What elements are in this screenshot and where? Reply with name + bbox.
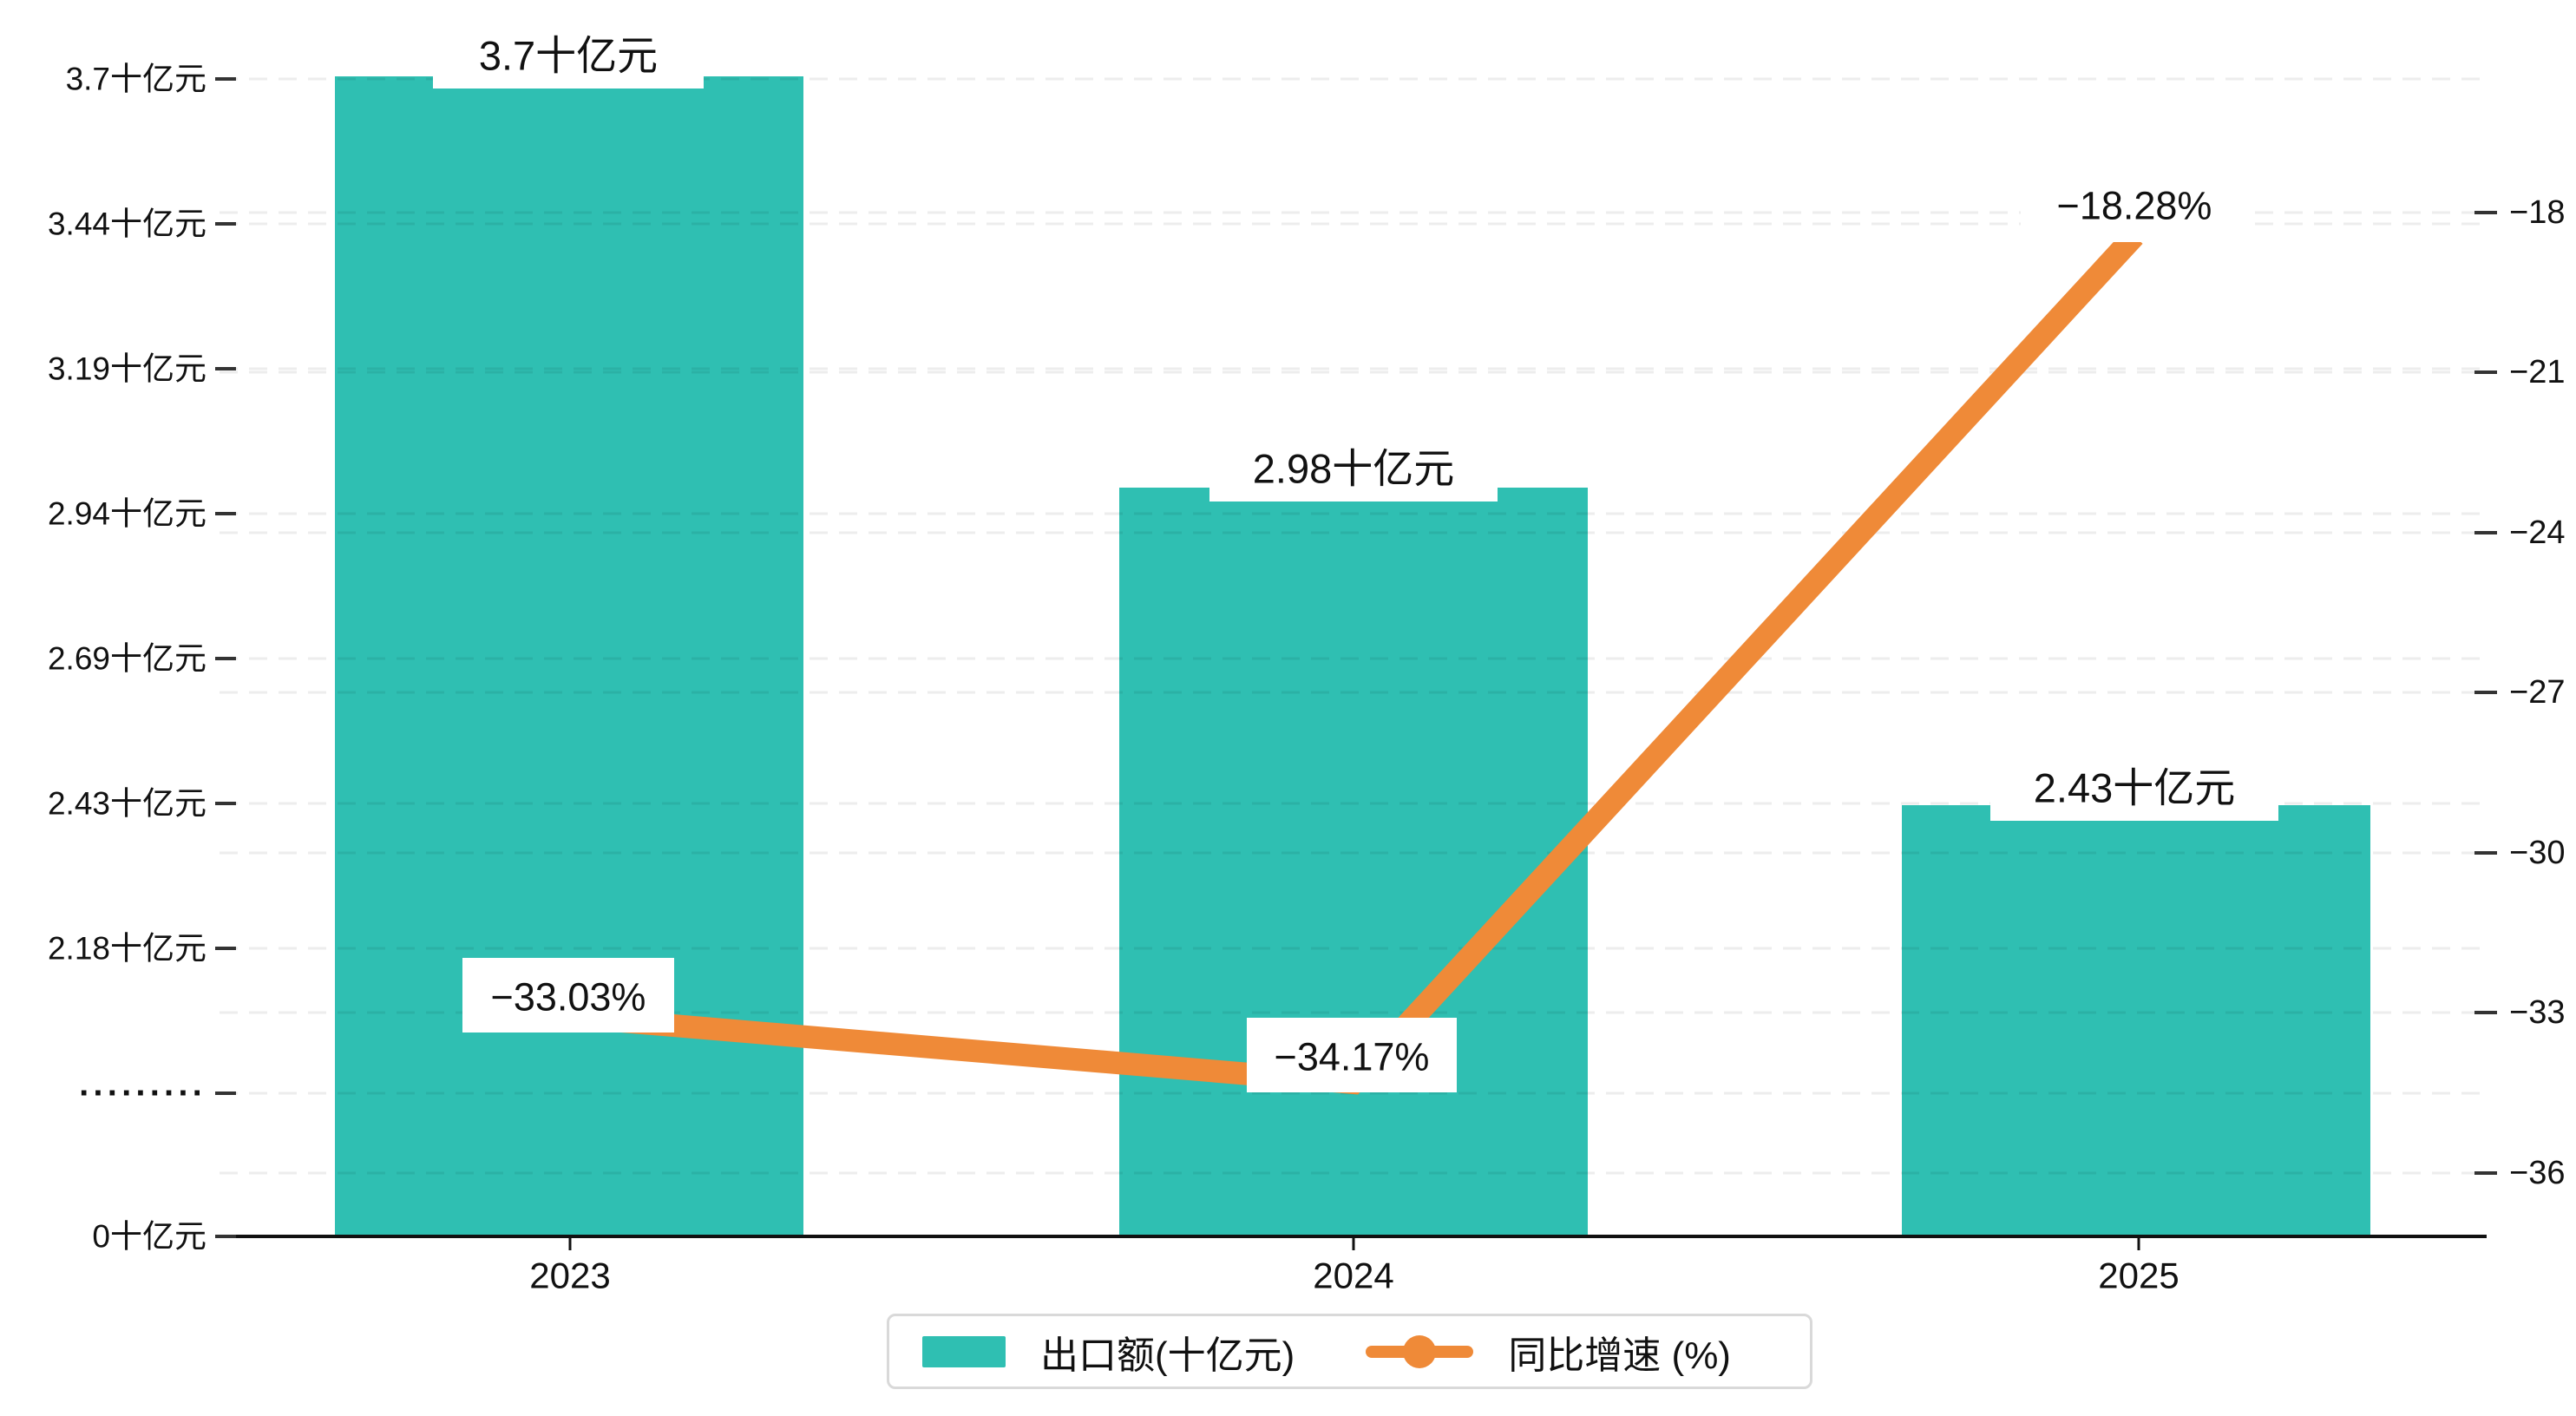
bar-2023[interactable] — [335, 76, 803, 1236]
left-axis-label: ········· — [79, 1074, 206, 1112]
right-axis-label: −30 — [2509, 835, 2565, 871]
bar-value-label: 2.98十亿元 — [1253, 446, 1454, 492]
left-axis-label: 0十亿元 — [92, 1219, 206, 1255]
legend-item-export-value[interactable]: 出口额(十亿元) — [922, 1324, 1295, 1380]
line-point-label-bg — [462, 958, 674, 1032]
x-axis-label-2024: 2024 — [1313, 1255, 1393, 1296]
legend: 出口额(十亿元) 同比增速 (%) — [887, 1314, 1812, 1389]
right-axis-label: −21 — [2509, 354, 2565, 390]
bar-value-label-bg — [433, 19, 704, 88]
left-axis-label: 3.44十亿元 — [48, 206, 206, 242]
legend-label-export-value: 出口额(十亿元) — [1040, 1334, 1295, 1377]
right-axis-label: −24 — [2509, 515, 2565, 551]
legend-label-yoy-growth: 同比增速 (%) — [1508, 1334, 1731, 1377]
left-axis-label: 3.19十亿元 — [48, 351, 206, 387]
right-axis-label: −36 — [2509, 1155, 2565, 1191]
left-axis-label: 2.43十亿元 — [48, 786, 206, 822]
right-axis-label: −27 — [2509, 674, 2565, 711]
bar-value-label-bg — [1209, 432, 1498, 502]
right-axis-label: −18 — [2509, 194, 2565, 231]
left-axis-label: 2.18十亿元 — [48, 931, 206, 967]
line-series-marker-icon — [1366, 1334, 1474, 1368]
line-point-label: −33.03% — [491, 975, 646, 1019]
right-axis-label: −33 — [2509, 994, 2565, 1031]
legend-item-yoy-growth[interactable]: 同比增速 (%) — [1366, 1324, 1731, 1380]
bar-value-label-bg — [1990, 751, 2278, 821]
line-point-label: −34.17% — [1275, 1035, 1430, 1079]
x-axis-label-2023: 2023 — [529, 1255, 610, 1296]
line-point-label-bg — [2021, 166, 2248, 242]
bar-2025[interactable] — [1902, 805, 2370, 1236]
left-axis-label: 2.94十亿元 — [48, 496, 206, 532]
line-point-label-bg — [1247, 1018, 1457, 1092]
bar-2024[interactable] — [1119, 488, 1588, 1236]
bar-value-label: 2.43十亿元 — [2034, 765, 2235, 811]
x-axis-label-2025: 2025 — [2098, 1255, 2179, 1296]
left-axis-label: 3.7十亿元 — [66, 62, 206, 97]
bar-value-label: 3.7十亿元 — [479, 33, 658, 79]
left-axis-label: 2.69十亿元 — [48, 641, 206, 677]
bar-series-swatch-icon — [922, 1335, 1006, 1367]
line-point-label: −18.28% — [2057, 184, 2212, 228]
